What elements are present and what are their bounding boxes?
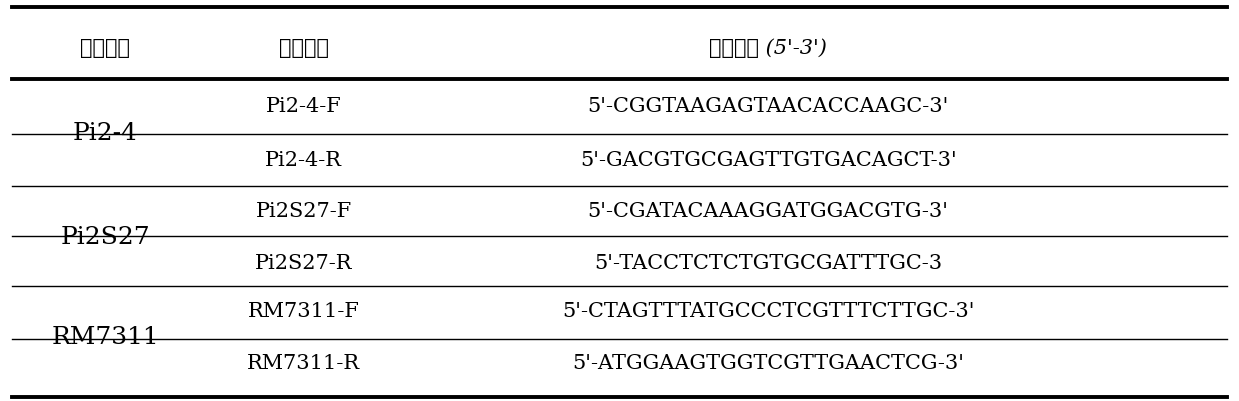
Text: 标记名称: 标记名称 [81,38,130,58]
Text: Pi2S27-F: Pi2S27-F [255,201,352,220]
Text: 5'-TACCTCTCTGTGCGATTTGC-3: 5'-TACCTCTCTGTGCGATTTGC-3 [595,253,942,272]
Text: RM7311: RM7311 [52,325,159,348]
Text: 5'-CGATACAAAGGATGGACGTG-3': 5'-CGATACAAAGGATGGACGTG-3' [587,201,949,220]
Text: 引物名称: 引物名称 [279,38,328,58]
Text: Pi2S27: Pi2S27 [61,225,150,248]
Text: 5'-GACGTGCGAGTTGTGACAGCT-3': 5'-GACGTGCGAGTTGTGACAGCT-3' [580,151,957,170]
Text: 5'-ATGGAAGTGGTCGTTGAACTCG-3': 5'-ATGGAAGTGGTCGTTGAACTCG-3' [572,353,964,373]
Text: RM7311-F: RM7311-F [248,301,359,320]
Text: Pi2-4-F: Pi2-4-F [265,97,342,116]
Text: Pi2-4: Pi2-4 [73,122,138,145]
Text: RM7311-R: RM7311-R [247,353,361,373]
Text: 5'-CGGTAAGAGTAACACCAAGC-3': 5'-CGGTAAGAGTAACACCAAGC-3' [587,97,949,116]
Text: Pi2S27-R: Pi2S27-R [255,253,352,272]
Text: Pi2-4-R: Pi2-4-R [265,151,342,170]
Text: 引物序列 (5'-3'): 引物序列 (5'-3') [709,38,828,58]
Text: 5'-CTAGTTTATGCCCTCGTTTCTTGC-3': 5'-CTAGTTTATGCCCTCGTTTCTTGC-3' [563,301,974,320]
